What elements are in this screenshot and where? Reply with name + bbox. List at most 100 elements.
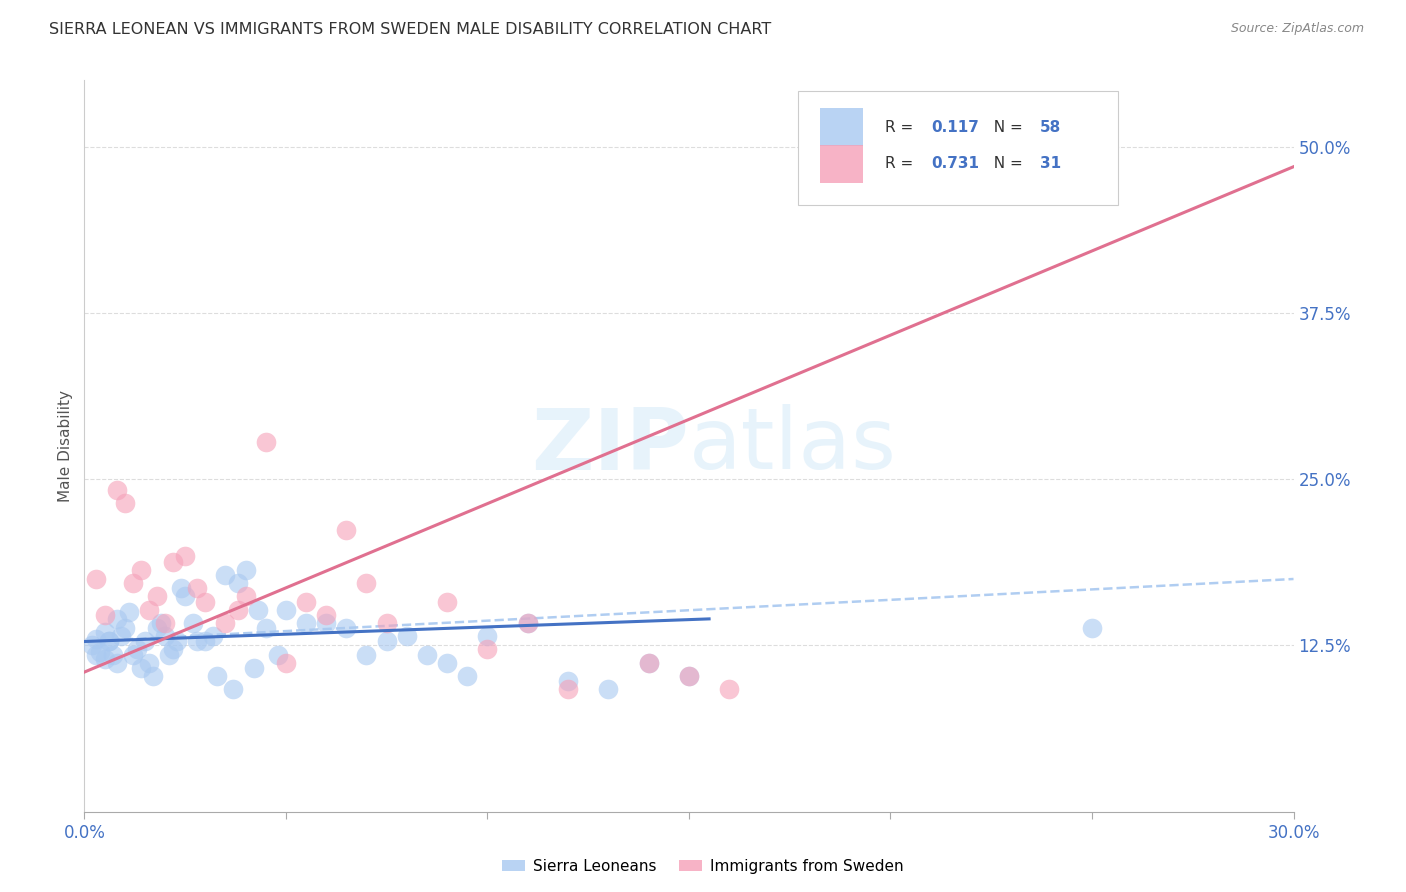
Text: SIERRA LEONEAN VS IMMIGRANTS FROM SWEDEN MALE DISABILITY CORRELATION CHART: SIERRA LEONEAN VS IMMIGRANTS FROM SWEDEN… — [49, 22, 772, 37]
Point — [516, 615, 538, 630]
Point — [138, 602, 160, 616]
Point — [166, 634, 188, 648]
Point — [93, 652, 115, 666]
Point — [105, 483, 128, 497]
Point — [1000, 150, 1022, 164]
Point — [194, 594, 217, 608]
Point — [121, 648, 143, 662]
Point — [86, 572, 108, 586]
Point — [138, 656, 160, 670]
Point — [315, 615, 337, 630]
Point — [678, 669, 700, 683]
Point — [186, 582, 208, 596]
Point — [678, 669, 700, 683]
Point — [356, 648, 378, 662]
Point — [93, 625, 115, 640]
Point — [146, 589, 169, 603]
Point — [226, 602, 249, 616]
Point — [1081, 621, 1104, 635]
Point — [416, 648, 439, 662]
Point — [375, 615, 398, 630]
Point — [105, 656, 128, 670]
Point — [456, 669, 478, 683]
Point — [335, 621, 357, 635]
Point — [254, 435, 277, 450]
Point — [516, 615, 538, 630]
Point — [222, 682, 245, 697]
Point — [129, 661, 152, 675]
Point — [170, 582, 193, 596]
Point — [174, 589, 197, 603]
Y-axis label: Male Disability: Male Disability — [58, 390, 73, 502]
Point — [157, 648, 180, 662]
Text: R =: R = — [884, 156, 918, 171]
Point — [226, 576, 249, 591]
Point — [274, 656, 297, 670]
Point — [214, 568, 236, 582]
Text: R =: R = — [884, 120, 918, 135]
Point — [101, 648, 124, 662]
Point — [477, 642, 499, 657]
Text: ZIP: ZIP — [531, 404, 689, 488]
Point — [110, 629, 132, 643]
Text: N =: N = — [984, 156, 1028, 171]
Point — [207, 669, 229, 683]
Point — [274, 602, 297, 616]
Legend: Sierra Leoneans, Immigrants from Sweden: Sierra Leoneans, Immigrants from Sweden — [496, 853, 910, 880]
Text: 58: 58 — [1039, 120, 1062, 135]
Point — [267, 648, 290, 662]
Point — [214, 615, 236, 630]
Point — [118, 605, 141, 619]
Point — [174, 549, 197, 564]
Text: Source: ZipAtlas.com: Source: ZipAtlas.com — [1230, 22, 1364, 36]
Point — [395, 629, 418, 643]
Point — [162, 642, 184, 657]
Point — [295, 594, 318, 608]
Point — [335, 523, 357, 537]
Point — [114, 496, 136, 510]
Point — [97, 634, 120, 648]
Point — [181, 615, 204, 630]
Text: 0.117: 0.117 — [931, 120, 979, 135]
Point — [146, 621, 169, 635]
Point — [97, 634, 120, 648]
Point — [436, 594, 458, 608]
Point — [121, 576, 143, 591]
Bar — [820, 108, 863, 146]
Point — [89, 645, 111, 659]
Point — [477, 629, 499, 643]
Point — [125, 642, 148, 657]
Point — [162, 555, 184, 569]
Text: 31: 31 — [1039, 156, 1060, 171]
Point — [436, 656, 458, 670]
Point — [134, 634, 156, 648]
Point — [315, 607, 337, 622]
Point — [202, 629, 225, 643]
Point — [82, 639, 104, 653]
Point — [356, 576, 378, 591]
Point — [375, 634, 398, 648]
Point — [86, 648, 108, 662]
Point — [254, 621, 277, 635]
Point — [93, 607, 115, 622]
Point — [114, 621, 136, 635]
Point — [149, 615, 172, 630]
Point — [153, 615, 176, 630]
Point — [153, 629, 176, 643]
Point — [142, 669, 165, 683]
Bar — [820, 145, 863, 183]
Point — [598, 682, 620, 697]
Point — [637, 656, 659, 670]
Text: 0.731: 0.731 — [931, 156, 979, 171]
Point — [557, 674, 579, 689]
Point — [718, 682, 741, 697]
Point — [235, 563, 257, 577]
Point — [242, 661, 264, 675]
Point — [557, 682, 579, 697]
Point — [295, 615, 318, 630]
Point — [637, 656, 659, 670]
Point — [235, 589, 257, 603]
Point — [129, 563, 152, 577]
Text: atlas: atlas — [689, 404, 897, 488]
Point — [105, 612, 128, 626]
